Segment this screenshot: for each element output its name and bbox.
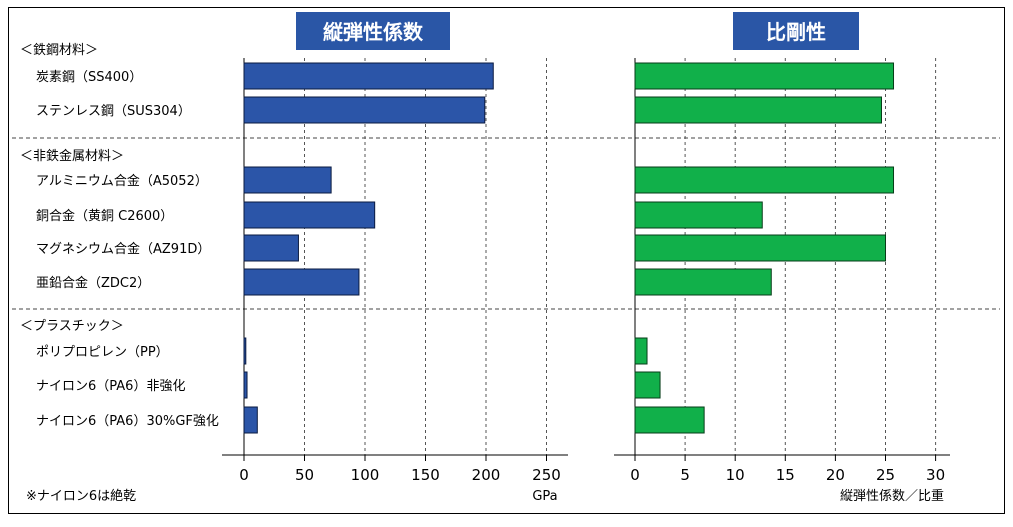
category-label: 銅合金（黄銅 C2600） xyxy=(36,208,173,224)
x-tick-label: 100 xyxy=(351,466,380,484)
chart-title-box xyxy=(296,12,450,50)
x-tick-label: 0 xyxy=(630,466,640,484)
modulus-bar xyxy=(243,371,248,399)
x-tick-label: 15 xyxy=(776,466,795,484)
category-label: 炭素鋼（SS400） xyxy=(36,70,142,85)
modulus-bar xyxy=(243,268,360,296)
x-tick-label: 25 xyxy=(876,466,895,484)
stiffness-bar xyxy=(634,62,895,90)
x-tick-label: 50 xyxy=(295,466,314,484)
chart-title-box xyxy=(733,12,859,50)
x-tick-label: 150 xyxy=(411,466,440,484)
x-tick-label: 5 xyxy=(680,466,690,484)
stiffness-bar xyxy=(634,406,705,434)
x-axis-unit-label: GPa xyxy=(532,489,557,504)
x-tick-label: 20 xyxy=(826,466,845,484)
modulus-bar xyxy=(243,62,494,90)
x-tick-label: 250 xyxy=(532,466,561,484)
modulus-bar xyxy=(243,406,258,434)
category-label: ステンレス鋼（SUS304） xyxy=(36,104,191,119)
modulus-bar xyxy=(243,337,247,365)
category-label: ナイロン6（PA6）非強化 xyxy=(36,379,185,394)
group-label: ＜鉄鋼材料＞ xyxy=(20,43,98,58)
modulus-bar xyxy=(243,166,332,194)
modulus-bar xyxy=(243,201,376,229)
category-label: 亜鉛合金（ZDC2） xyxy=(36,275,150,291)
group-label: ＜プラスチック＞ xyxy=(20,319,124,334)
chart-title: 縦弾性係数 xyxy=(323,20,424,44)
stiffness-bar xyxy=(634,337,648,365)
stiffness-bar xyxy=(634,166,895,194)
category-label: ナイロン6（PA6）30%GF強化 xyxy=(36,414,219,429)
x-tick-label: 10 xyxy=(726,466,745,484)
stiffness-bar xyxy=(634,268,772,296)
category-label: アルミニウム合金（A5052） xyxy=(36,173,208,189)
x-tick-label: 200 xyxy=(472,466,501,484)
category-label: マグネシウム合金（AZ91D） xyxy=(36,241,210,257)
group-label: ＜非鉄金属材料＞ xyxy=(20,148,124,164)
stiffness-bar xyxy=(634,201,763,229)
modulus-bar xyxy=(243,96,486,124)
chart-title: 比剛性 xyxy=(766,20,826,44)
category-label: ポリプロピレン（PP） xyxy=(36,345,169,360)
stiffness-bar xyxy=(634,234,886,262)
x-tick-label: 30 xyxy=(926,466,945,484)
x-tick-label: 0 xyxy=(239,466,249,484)
modulus-bar xyxy=(243,234,299,262)
x-axis-unit-label: 縦弾性係数／比重 xyxy=(840,488,944,504)
stiffness-bar xyxy=(634,96,882,124)
stiffness-bar xyxy=(634,371,661,399)
footnote: ※ナイロン6は絶乾 xyxy=(26,488,136,504)
